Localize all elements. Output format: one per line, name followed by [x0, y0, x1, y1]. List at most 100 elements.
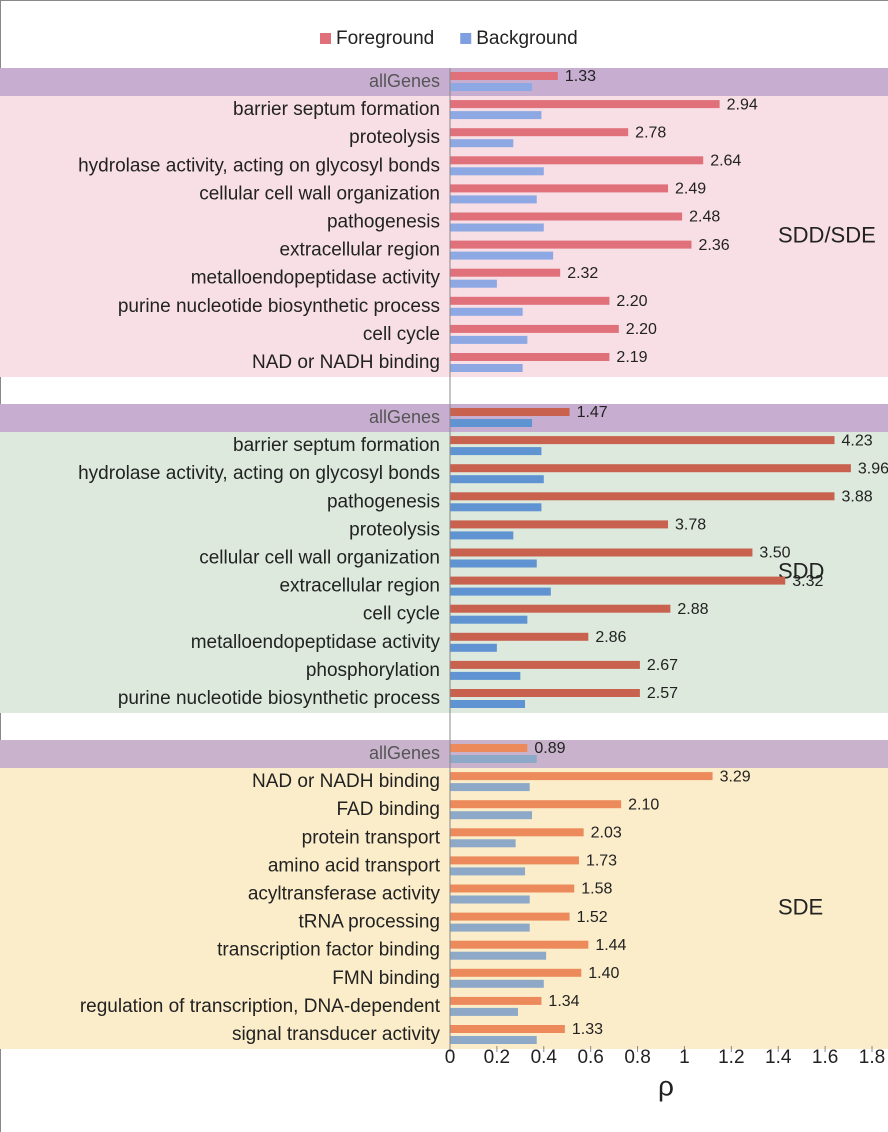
category-label: allGenes: [369, 71, 440, 91]
ratio-label: 2.48: [689, 209, 720, 226]
ratio-label: 2.20: [626, 321, 657, 338]
foreground-bar: [450, 996, 542, 1005]
ratio-label: 2.20: [616, 293, 647, 310]
ratio-label: 1.33: [572, 1021, 603, 1038]
foreground-bar: [450, 884, 575, 893]
category-label: tRNA processing: [298, 912, 440, 933]
category-label: purine nucleotide biosynthetic process: [118, 296, 440, 317]
background-bar: [450, 643, 497, 652]
foreground-bar: [450, 324, 619, 333]
x-tick-label: 0.2: [484, 1047, 510, 1068]
ratio-label: 3.78: [675, 517, 706, 534]
category-label: allGenes: [369, 407, 440, 427]
x-tick-label: 0.8: [624, 1047, 650, 1068]
ratio-label: 0.89: [534, 740, 565, 757]
foreground-bar: [450, 828, 584, 837]
foreground-bar: [450, 212, 683, 221]
background-bar: [450, 139, 514, 148]
background-bar: [450, 335, 528, 344]
category-label: proteolysis: [349, 519, 440, 540]
background-bar: [450, 867, 526, 876]
x-axis-label: ρ: [658, 1070, 674, 1101]
background-bar: [450, 447, 542, 456]
foreground-bar: [450, 940, 589, 949]
background-bar: [450, 503, 542, 512]
x-tick-label: 1.2: [718, 1047, 744, 1068]
ratio-label: 2.78: [635, 124, 666, 141]
category-label: protein transport: [302, 827, 441, 848]
foreground-bar: [450, 800, 622, 809]
category-label: pathogenesis: [327, 212, 440, 233]
category-label: NAD or NADH binding: [252, 352, 440, 373]
foreground-bar: [450, 156, 704, 165]
x-tick-label: 0.4: [531, 1047, 558, 1068]
foreground-bar: [450, 296, 610, 305]
ratio-label: 2.86: [595, 629, 626, 646]
foreground-bar: [450, 660, 640, 669]
foreground-bar: [450, 353, 610, 361]
background-bar: [450, 587, 551, 596]
ratio-label: 2.57: [647, 685, 678, 702]
category-label: pathogenesis: [327, 491, 440, 512]
category-label: extracellular region: [279, 576, 440, 597]
background-bar: [450, 195, 537, 204]
foreground-bar: [450, 548, 753, 557]
ratio-label: 1.73: [586, 853, 617, 870]
panel-header: [0, 68, 888, 97]
ratio-label: 1.40: [588, 965, 619, 982]
x-tick-label: 1.4: [765, 1047, 792, 1068]
panel-band: [0, 96, 888, 377]
foreground-bar: [450, 968, 582, 977]
ratio-label: 3.29: [720, 768, 751, 785]
foreground-bar: [450, 100, 720, 109]
foreground-bar: [450, 1025, 565, 1033]
panel-band: [0, 432, 888, 713]
ratio-label: 2.19: [616, 349, 647, 366]
background-bar: [450, 364, 523, 372]
ratio-label: 4.23: [841, 432, 872, 449]
foreground-bar: [450, 436, 835, 445]
panel-header: [0, 740, 888, 769]
ratio-label: 3.88: [841, 489, 872, 506]
category-label: metalloendopeptidase activity: [191, 268, 441, 289]
foreground-bar: [450, 772, 713, 781]
legend-label: Background: [476, 28, 577, 49]
foreground-bar: [450, 689, 640, 697]
ratio-label: 3.96: [858, 460, 888, 477]
category-label: cellular cell wall organization: [199, 183, 440, 204]
foreground-bar: [450, 912, 570, 921]
background-bar: [450, 111, 542, 120]
category-label: barrier septum formation: [233, 99, 440, 120]
background-bar: [450, 951, 547, 960]
category-label: proteolysis: [349, 127, 440, 148]
x-tick-label: 1.6: [812, 1047, 838, 1068]
background-bar: [450, 839, 516, 848]
category-label: transcription factor binding: [217, 940, 440, 961]
category-label: NAD or NADH binding: [252, 771, 440, 792]
category-label: cell cycle: [363, 324, 440, 345]
ratio-label: 2.10: [628, 796, 659, 813]
x-tick-label: 0: [445, 1047, 456, 1068]
category-label: hydrolase activity, acting on glycosyl b…: [78, 463, 440, 484]
x-tick-label: 1.8: [859, 1047, 885, 1068]
category-label: allGenes: [369, 743, 440, 763]
category-label: cellular cell wall organization: [199, 548, 440, 569]
legend-label: Foreground: [336, 28, 434, 49]
ratio-label: 2.32: [567, 265, 598, 282]
category-label: regulation of transcription, DNA-depende…: [80, 996, 441, 1017]
background-bar: [450, 671, 521, 680]
panel-band: [0, 768, 888, 1049]
ratio-label: 1.47: [577, 404, 608, 421]
ratio-label: 1.52: [577, 909, 608, 926]
foreground-bar: [450, 128, 629, 137]
ratio-label: 2.88: [677, 601, 708, 618]
ratio-label: 1.33: [565, 68, 596, 85]
category-label: FAD binding: [336, 799, 440, 820]
foreground-bar: [450, 464, 851, 473]
category-label: acyltransferase activity: [248, 884, 441, 905]
background-bar: [450, 811, 533, 820]
foreground-bar: [450, 72, 558, 80]
ratio-label: 3.50: [759, 545, 790, 562]
legend-swatch: [460, 33, 472, 44]
ratio-label: 3.32: [792, 573, 823, 590]
